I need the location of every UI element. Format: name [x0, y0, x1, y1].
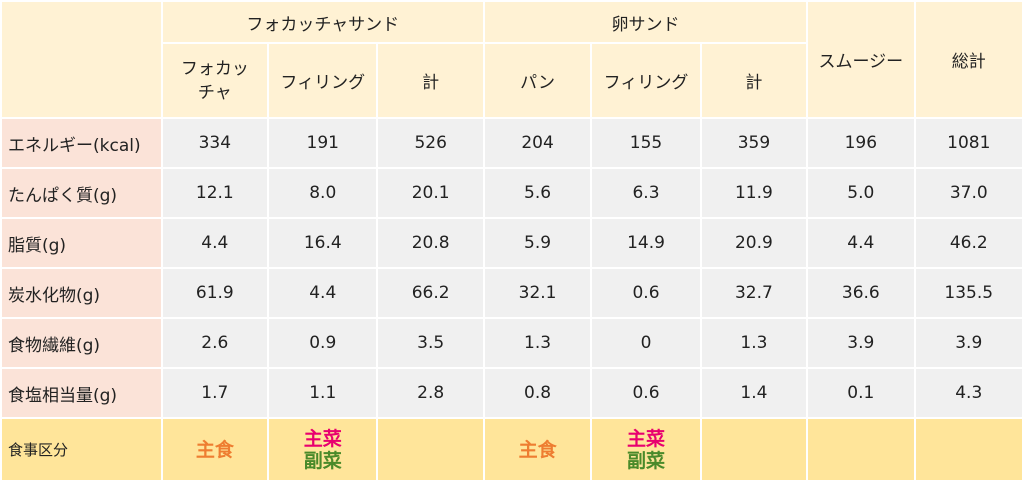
table-cell: 11.9	[701, 169, 807, 217]
table-row: 炭水化物(g) 61.9 4.4 66.2 32.1 0.6 32.7 36.6…	[2, 269, 1022, 317]
table-cell: 1.1	[269, 369, 377, 417]
table-cell: 20.8	[378, 219, 483, 267]
table-cell: 2.6	[162, 319, 268, 367]
table-cell: 4.4	[269, 269, 377, 317]
subheader-focaccia-label: フォカッチャ	[180, 58, 249, 103]
table-cell: 3.5	[378, 319, 483, 367]
row-label-carbohydrate: 炭水化物(g)	[2, 269, 161, 317]
table-cell: 2.8	[378, 369, 483, 417]
side-dish-tag: 副菜	[303, 449, 342, 472]
subheader-subtotal-2: 計	[701, 44, 807, 117]
subheader-filling-1: フィリング	[269, 44, 377, 117]
table-cell: 1.4	[701, 369, 807, 417]
table-cell: 4.3	[915, 369, 1022, 417]
meal-category-cell	[378, 419, 483, 480]
table-cell: 36.6	[808, 269, 914, 317]
table-cell: 32.1	[484, 269, 591, 317]
row-label-protein: たんぱく質(g)	[2, 169, 161, 217]
table-cell: 16.4	[269, 219, 377, 267]
table-row: エネルギー(kcal) 334 191 526 204 155 359 196 …	[2, 119, 1022, 167]
table-cell: 66.2	[378, 269, 483, 317]
table-cell: 0	[592, 319, 700, 367]
group-header-egg-sand: 卵サンド	[484, 2, 807, 42]
table-cell: 37.0	[915, 169, 1022, 217]
table-cell: 135.5	[915, 269, 1022, 317]
table-row: 食塩相当量(g) 1.7 1.1 2.8 0.8 0.6 1.4 0.1 4.3	[2, 369, 1022, 417]
table-cell: 526	[378, 119, 483, 167]
table-cell: 46.2	[915, 219, 1022, 267]
side-dish-tag: 副菜	[626, 449, 665, 472]
table-cell: 4.4	[162, 219, 268, 267]
table-cell: 5.6	[484, 169, 591, 217]
main-dish-tag: 主菜	[303, 427, 342, 450]
table-cell: 1081	[915, 119, 1022, 167]
row-label-energy: エネルギー(kcal)	[2, 119, 161, 167]
meal-category-cell: 主食	[484, 419, 591, 480]
meal-category-cell	[701, 419, 807, 480]
table-row: 食物繊維(g) 2.6 0.9 3.5 1.3 0 1.3 3.9 3.9	[2, 319, 1022, 367]
table-cell: 0.9	[269, 319, 377, 367]
table-cell: 5.9	[484, 219, 591, 267]
subheader-bread: パン	[484, 44, 591, 117]
meal-category-row: 食事区分 主食 主菜 副菜 主食 主菜 副菜	[2, 419, 1022, 480]
table-cell: 196	[808, 119, 914, 167]
table-cell: 359	[701, 119, 807, 167]
subheader-focaccia: フォカッチャ	[162, 44, 268, 117]
table-cell: 12.1	[162, 169, 268, 217]
row-label-dietary-fiber: 食物繊維(g)	[2, 319, 161, 367]
subheader-filling-2: フィリング	[592, 44, 700, 117]
table-cell: 204	[484, 119, 591, 167]
header-smoothie: スムージー	[808, 2, 914, 117]
table-cell: 0.6	[592, 269, 700, 317]
header-total: 総計	[915, 2, 1022, 117]
group-header-focaccia-sand: フォカッチャサンド	[162, 2, 483, 42]
row-label-salt-equivalent: 食塩相当量(g)	[2, 369, 161, 417]
table-cell: 191	[269, 119, 377, 167]
meal-category-cell: 主菜 副菜	[269, 419, 377, 480]
table-cell: 3.9	[808, 319, 914, 367]
table-cell: 5.0	[808, 169, 914, 217]
table-cell: 1.3	[484, 319, 591, 367]
row-label-fat: 脂質(g)	[2, 219, 161, 267]
table-cell: 334	[162, 119, 268, 167]
corner-cell	[2, 2, 161, 117]
table-cell: 32.7	[701, 269, 807, 317]
staple-food-tag: 主食	[518, 438, 557, 461]
table-cell: 20.9	[701, 219, 807, 267]
meal-category-cell: 主菜 副菜	[592, 419, 700, 480]
table-cell: 0.6	[592, 369, 700, 417]
table-cell: 155	[592, 119, 700, 167]
row-label-meal-category: 食事区分	[2, 419, 161, 480]
table-cell: 0.1	[808, 369, 914, 417]
table-cell: 8.0	[269, 169, 377, 217]
meal-category-cell	[915, 419, 1022, 480]
main-dish-tag: 主菜	[626, 427, 665, 450]
table-cell: 6.3	[592, 169, 700, 217]
table-cell: 0.8	[484, 369, 591, 417]
table-cell: 4.4	[808, 219, 914, 267]
staple-food-tag: 主食	[195, 438, 234, 461]
table-cell: 1.7	[162, 369, 268, 417]
meal-category-cell	[808, 419, 914, 480]
table-cell: 14.9	[592, 219, 700, 267]
table-cell: 1.3	[701, 319, 807, 367]
table-cell: 3.9	[915, 319, 1022, 367]
table-cell: 20.1	[378, 169, 483, 217]
table-row: たんぱく質(g) 12.1 8.0 20.1 5.6 6.3 11.9 5.0 …	[2, 169, 1022, 217]
table-cell: 61.9	[162, 269, 268, 317]
meal-category-cell: 主食	[162, 419, 268, 480]
subheader-subtotal-1: 計	[378, 44, 483, 117]
table-row: 脂質(g) 4.4 16.4 20.8 5.9 14.9 20.9 4.4 46…	[2, 219, 1022, 267]
